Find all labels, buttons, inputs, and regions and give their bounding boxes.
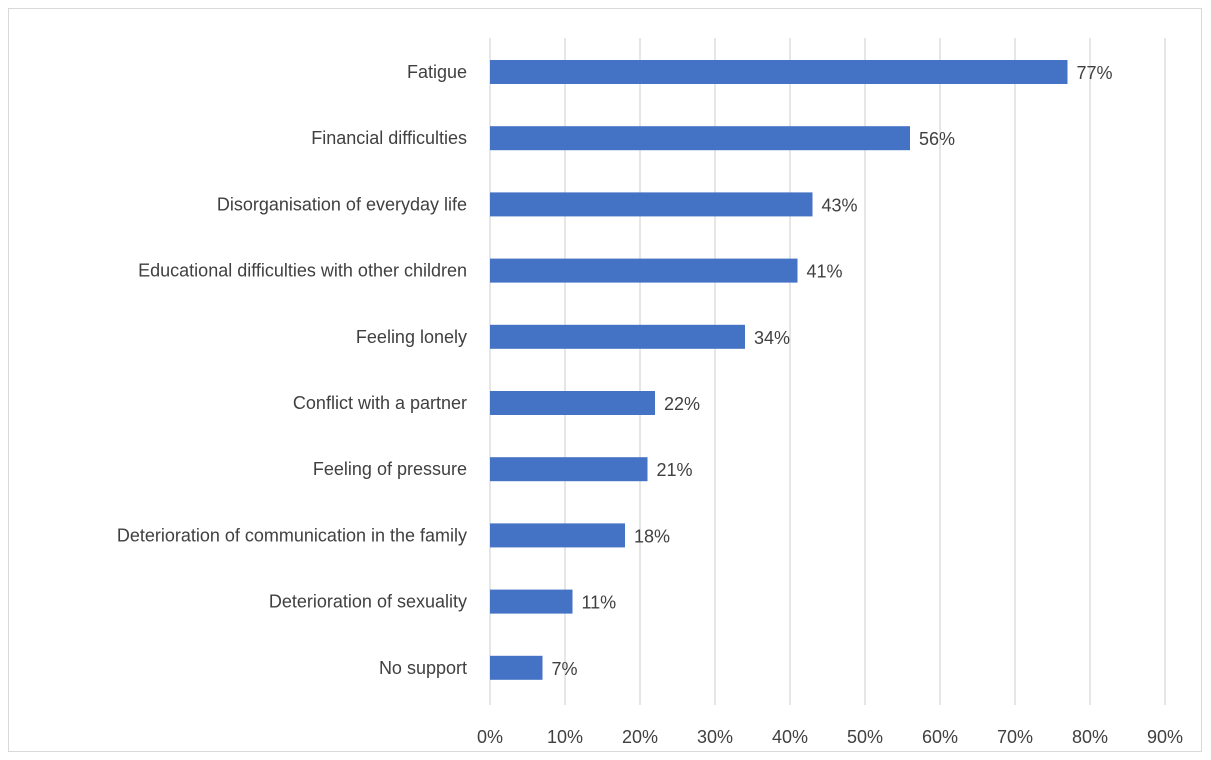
data-label: 77% [1077, 63, 1113, 83]
category-label: Disorganisation of everyday life [217, 194, 467, 214]
x-tick-label: 90% [1147, 727, 1183, 747]
bar [490, 391, 655, 415]
x-tick-label: 60% [922, 727, 958, 747]
data-label: 18% [634, 526, 670, 546]
data-label: 56% [919, 129, 955, 149]
data-label: 43% [822, 195, 858, 215]
bar [490, 457, 648, 482]
bar [490, 523, 625, 548]
bar [490, 192, 813, 217]
bar [490, 324, 745, 349]
data-label: 11% [582, 593, 617, 613]
category-label: No support [379, 658, 467, 678]
category-label: Financial difficulties [311, 128, 467, 148]
bar [490, 258, 798, 283]
category-label: Feeling lonely [356, 327, 467, 347]
category-label: Deterioration of communication in the fa… [117, 525, 467, 545]
data-label: 22% [664, 394, 700, 414]
x-tick-label: 50% [847, 727, 883, 747]
category-label: Educational difficulties with other chil… [138, 261, 467, 281]
category-label: Feeling of pressure [313, 459, 467, 479]
data-label: 21% [657, 460, 693, 480]
x-tick-label: 40% [772, 727, 808, 747]
x-tick-label: 0% [477, 727, 503, 747]
bar [490, 126, 910, 151]
category-label: Conflict with a partner [293, 393, 467, 413]
bar [490, 589, 573, 614]
category-label: Deterioration of sexuality [269, 592, 467, 612]
x-tick-label: 30% [697, 727, 733, 747]
data-label: 7% [552, 659, 578, 679]
x-tick-label: 70% [997, 727, 1033, 747]
category-label: Fatigue [407, 62, 467, 82]
x-tick-label: 20% [622, 727, 658, 747]
bar [490, 655, 543, 680]
bar [490, 60, 1068, 84]
x-tick-label: 10% [547, 727, 583, 747]
x-tick-label: 80% [1072, 727, 1108, 747]
data-label: 34% [754, 328, 790, 348]
data-label: 41% [807, 262, 843, 282]
